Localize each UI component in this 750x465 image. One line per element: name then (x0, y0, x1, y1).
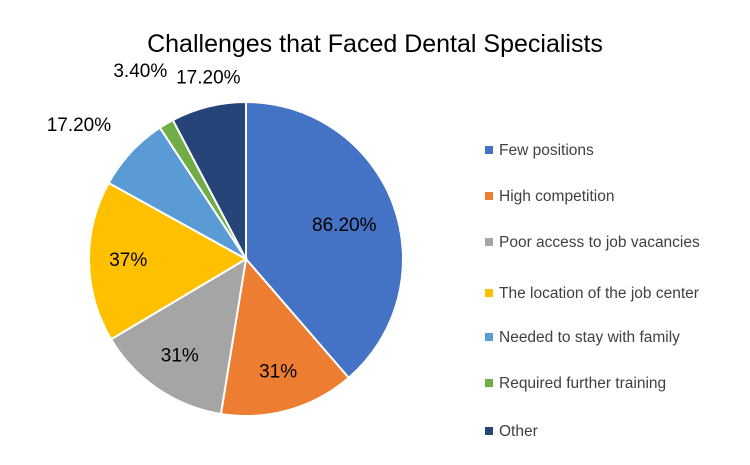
legend-item: Poor access to job vacancies (485, 232, 745, 253)
legend-item: Needed to stay with family (485, 327, 745, 348)
legend-label: Poor access to job vacancies (499, 234, 700, 251)
legend-swatch (485, 427, 493, 435)
legend-item: Few positions (485, 140, 745, 161)
pie-slice-2 (219, 256, 351, 417)
data-label-7: 17.20% (176, 68, 241, 89)
legend-swatch (485, 289, 493, 297)
data-label-2: 31% (259, 361, 297, 382)
legend-swatch (485, 379, 493, 387)
pie-slice-3 (109, 257, 248, 416)
legend-label: Few positions (499, 142, 594, 159)
data-label-6: 3.40% (113, 61, 167, 82)
legend-item: Required further training (485, 373, 745, 394)
legend-label: The location of the job center (499, 285, 699, 302)
legend-swatch (485, 333, 493, 341)
legend-item: Other (485, 421, 745, 442)
data-label-4: 37% (109, 250, 147, 271)
pie-slice-7 (171, 100, 247, 260)
legend-swatch (485, 192, 493, 200)
legend-label: Other (499, 423, 538, 440)
legend-item: High competition (485, 186, 745, 207)
data-label-1: 86.20% (312, 215, 377, 236)
data-label-3: 31% (161, 345, 199, 366)
pie-slice-1 (245, 100, 404, 380)
legend-label: Required further training (499, 375, 667, 392)
legend-label: High competition (499, 188, 615, 205)
chart-title: Challenges that Faced Dental Specialists (147, 30, 603, 58)
legend-swatch (485, 146, 493, 154)
legend-swatch (485, 238, 493, 246)
pie-slice-4 (88, 181, 249, 341)
legend-label: Needed to stay with family (499, 329, 680, 346)
data-label-5: 17.20% (47, 115, 112, 136)
legend-item: The location of the job center (485, 283, 745, 304)
